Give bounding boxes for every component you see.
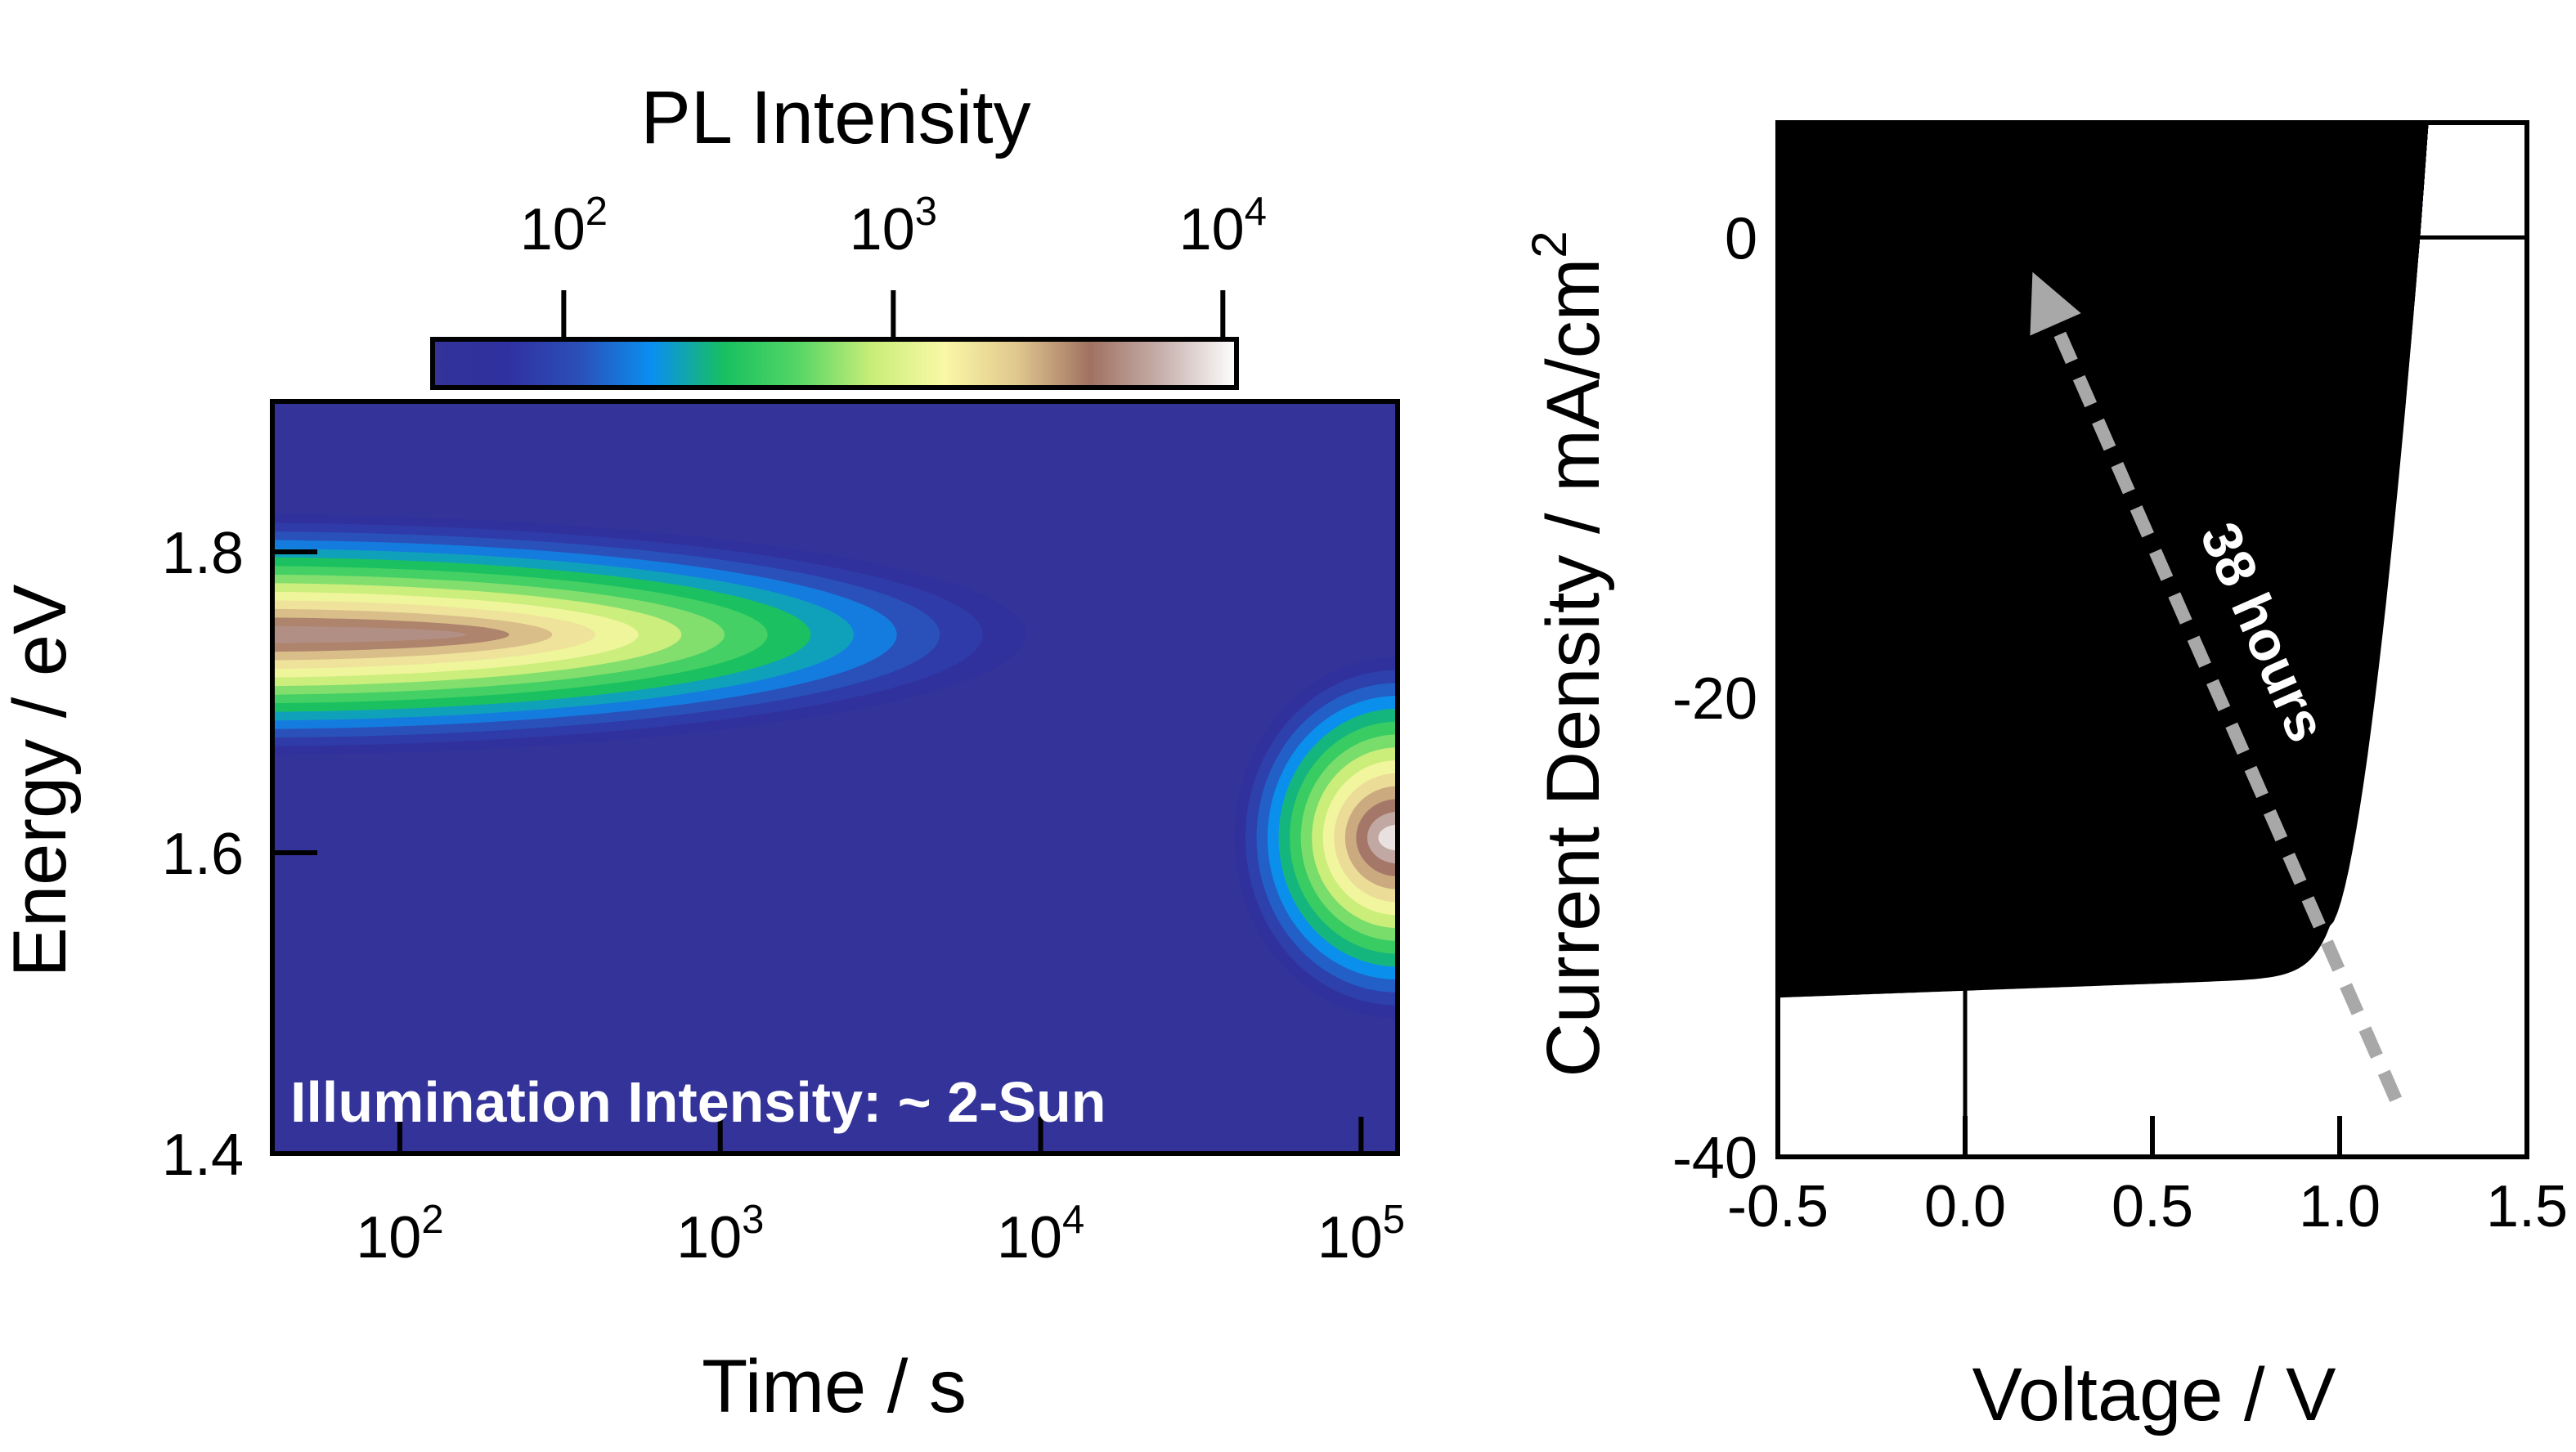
colorbar-tick-labels: 102 103 104 (520, 190, 1267, 262)
colorbar-ticks (561, 290, 1226, 339)
jv-zero-lines (1778, 123, 2527, 1157)
heatmap-x-tick-label-base: 10 (997, 1205, 1062, 1270)
heatmap-contour (272, 625, 466, 643)
colorbar-tick-label: 103 (850, 190, 937, 262)
colorbar-tick-label: 104 (1179, 190, 1267, 262)
heatmap-y-tick-label: 1.8 (162, 521, 244, 586)
colorbar-tick-label-exp: 4 (1245, 190, 1267, 234)
jv-y-axis-label-superscript: 2 (1522, 231, 1577, 258)
jv-y-ticks: -40 -20 0 (1672, 207, 1819, 1191)
heatmap-x-tick-label-base: 10 (676, 1205, 742, 1270)
jv-arrow-head (2030, 271, 2081, 336)
heatmap-x-tick-label-exp: 3 (742, 1198, 764, 1242)
heatmap-background (272, 401, 1398, 1154)
heatmap-x-tick-label: 104 (997, 1198, 1084, 1270)
heatmap-x-tick-label: 102 (356, 1198, 443, 1270)
colorbar-title: PL Intensity (640, 76, 1030, 159)
heatmap-annotation: Illumination Intensity: ~ 2-Sun (290, 1070, 1106, 1134)
heatmap-x-axis-label: Time / s (702, 1345, 967, 1428)
colorbar-tick-label-exp: 2 (586, 190, 608, 234)
jv-x-axis-label: Voltage / V (1972, 1353, 2336, 1436)
jv-x-tick-label: 0.0 (1924, 1174, 2006, 1239)
colorbar (430, 337, 1239, 390)
heatmap-x-tick-label-exp: 4 (1062, 1198, 1084, 1242)
jv-curves-panel: 38 hours -0.5 0.0 0.5 1.0 1.5 -40-200 Voltag… (1522, 120, 2568, 1436)
jv-x-tick-label: 0.5 (2112, 1174, 2193, 1239)
heatmap-y-tick-label: 1.4 (162, 1123, 244, 1188)
heatmap-x-tick-label-exp: 2 (421, 1198, 443, 1242)
heatmap-contour (1378, 824, 1398, 851)
heatmap-y-tick-label: 1.6 (162, 822, 244, 887)
colorbar-tick-label-base: 10 (1179, 197, 1245, 262)
colorbar-tick-label: 102 (520, 190, 608, 262)
jv-y-tick-label: 0 (1725, 207, 1757, 272)
jv-x-tick-label: -0.5 (1727, 1174, 1829, 1239)
jv-curves (1778, 123, 2429, 998)
jv-x-ticks: -0.5 0.0 0.5 1.0 1.5 (1727, 1116, 2568, 1239)
jv-x-tick-label: 1.0 (2299, 1174, 2381, 1239)
heatmap-x-tick-label: 103 (676, 1198, 764, 1270)
jv-y-tick-label: -20 (1672, 666, 1757, 732)
heatmap-frame (270, 399, 1400, 1156)
jv-y-axis-label: Current Density / mA/cm2 (1522, 231, 1615, 1077)
jv-curve (1778, 123, 2429, 998)
heatmap-x-tick-label-base: 10 (356, 1205, 421, 1270)
jv-arrow (2030, 271, 2403, 1102)
heatmap-x-tick-label: 105 (1317, 1198, 1405, 1270)
colorbar-tick-label-base: 10 (850, 197, 915, 262)
colorbar-tick-label-base: 10 (520, 197, 586, 262)
heatmap-y-axis-label: Energy / eV (0, 585, 82, 978)
heatmap-x-tick-label-exp: 5 (1383, 1198, 1405, 1242)
heatmap-image (272, 401, 1398, 1154)
jv-y-axis-label-main: Current Density / mA/cm (1532, 258, 1615, 1078)
heatmap-x-tick-label-base: 10 (1317, 1205, 1383, 1270)
pl-heatmap-panel: PL Intensity 102 103 104 102 103 104 105 1.41… (0, 76, 1405, 1428)
heatmap-y-ticks: 1.4 1.6 1.8 (162, 521, 317, 1188)
jv-x-tick-label: 1.5 (2486, 1174, 2568, 1239)
heatmap-x-ticks: 102 103 104 105 (356, 1117, 1405, 1270)
jv-y-tick-label: -40 (1672, 1126, 1757, 1191)
colorbar-tick-label-exp: 3 (915, 190, 937, 234)
